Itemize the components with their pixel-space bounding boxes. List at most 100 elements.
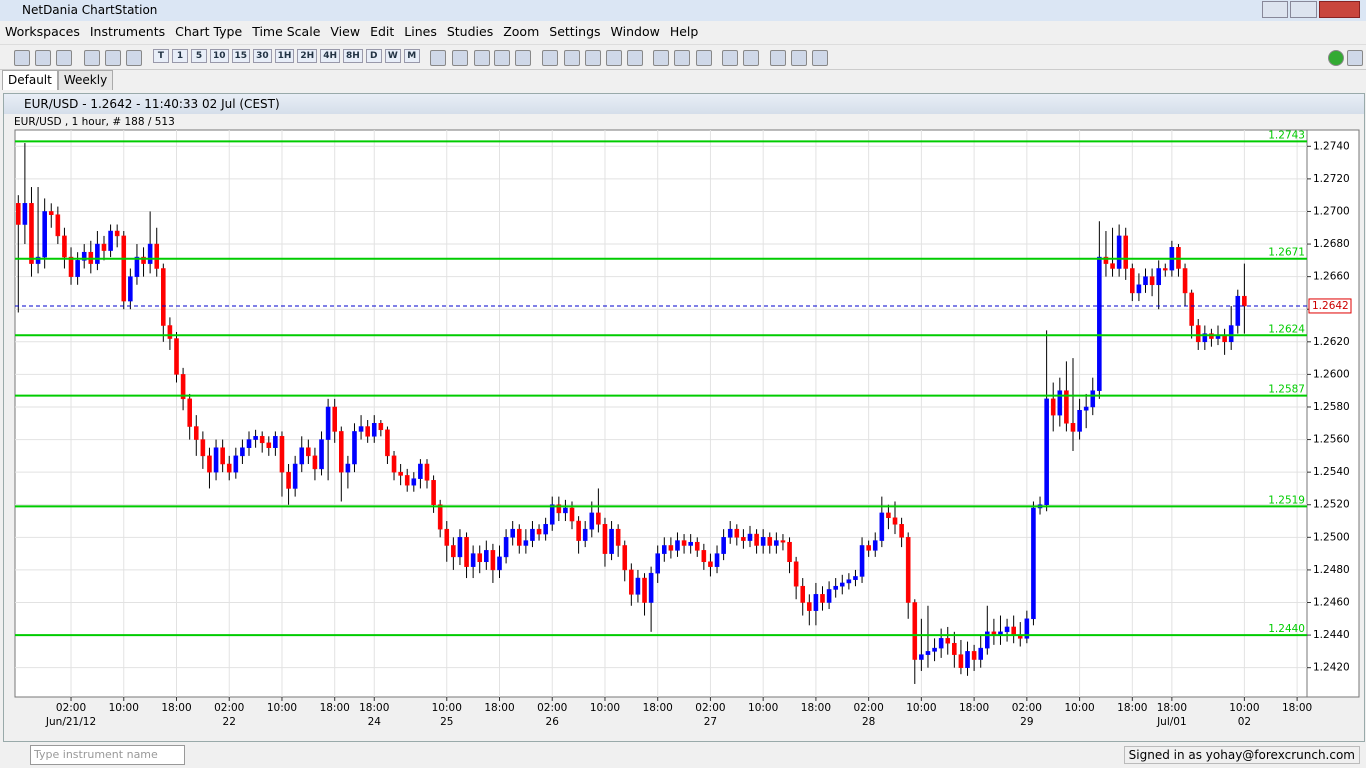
period-button[interactable]: 4H	[320, 49, 340, 63]
candle-body	[807, 602, 812, 611]
menu-item[interactable]: Settings	[549, 24, 601, 39]
title-bar: NetDania ChartStation	[0, 0, 1366, 21]
tool-icon[interactable]	[515, 50, 531, 66]
x-tick-label: 10:00	[1229, 702, 1259, 714]
candle-body	[266, 442, 272, 448]
candle-body	[385, 429, 390, 457]
period-button[interactable]: D	[365, 49, 382, 63]
menu-item[interactable]: Window	[610, 24, 660, 39]
period-button[interactable]: W	[384, 49, 401, 63]
level-label: 1.2587	[1268, 384, 1305, 396]
x-tick-label: 10:00	[109, 702, 139, 714]
menu-item[interactable]: Lines	[404, 24, 437, 39]
candle-body	[451, 545, 456, 558]
candle-body	[464, 537, 469, 567]
tool-icon[interactable]	[564, 50, 580, 66]
candle-body	[477, 553, 483, 563]
tool-icon[interactable]	[474, 50, 490, 66]
candle-body	[971, 651, 977, 660]
period-button[interactable]: 5	[191, 49, 207, 63]
period-button[interactable]: 10	[210, 49, 229, 63]
tool-icon[interactable]	[1347, 50, 1363, 66]
candle-body	[339, 431, 344, 473]
tab[interactable]: Default	[2, 70, 58, 90]
tool-icon[interactable]	[35, 50, 51, 66]
menu-item[interactable]: Instruments	[89, 24, 166, 39]
tool-icon[interactable]	[14, 50, 30, 66]
candle-body	[1228, 325, 1234, 343]
candle-body	[846, 579, 852, 584]
tool-icon[interactable]	[56, 50, 72, 66]
period-button[interactable]: 15	[231, 49, 251, 63]
x-date-label: 28	[862, 716, 875, 728]
candle-body	[721, 537, 726, 554]
chart-window-title: EUR/USD - 1.2642 - 11:40:33 02 Jul (CEST…	[24, 97, 280, 111]
x-date-label: 25	[440, 716, 453, 728]
x-tick-label: 18:00	[320, 702, 350, 714]
y-tick-label: 1.2500	[1313, 531, 1350, 543]
minimize[interactable]	[1262, 1, 1289, 18]
candle-body	[1202, 333, 1208, 343]
tool-icon[interactable]	[542, 50, 558, 66]
menu-item[interactable]: Chart Type	[175, 24, 243, 39]
candle-body	[793, 561, 799, 587]
candle-body	[128, 276, 133, 302]
candle-body	[708, 561, 713, 567]
candle-body	[55, 214, 61, 237]
tool-icon[interactable]	[674, 50, 690, 66]
candle-body	[68, 256, 74, 277]
candle-body	[1011, 626, 1016, 636]
period-button[interactable]: M	[403, 49, 420, 63]
period-button[interactable]: 1	[172, 49, 188, 63]
tool-icon[interactable]	[126, 50, 142, 66]
menu-item[interactable]: Zoom	[503, 24, 540, 39]
candle-body	[655, 553, 660, 574]
candle-body	[741, 537, 746, 541]
x-tick-label: 02:00	[695, 702, 725, 714]
menu-item[interactable]: Studies	[446, 24, 494, 39]
tool-icon[interactable]	[696, 50, 712, 66]
tool-icon[interactable]	[722, 50, 738, 66]
tool-icon[interactable]	[105, 50, 121, 66]
candle-body	[905, 537, 911, 603]
menu-item[interactable]: Time Scale	[252, 24, 321, 39]
tool-icon[interactable]	[653, 50, 669, 66]
period-button[interactable]: T	[153, 49, 169, 63]
tool-icon[interactable]	[606, 50, 622, 66]
maximize[interactable]	[1290, 1, 1317, 18]
x-tick-label: 02:00	[56, 702, 86, 714]
close[interactable]	[1318, 1, 1360, 18]
candle-body	[1031, 507, 1036, 620]
candle-body	[398, 471, 403, 476]
menu-item[interactable]: Help	[669, 24, 699, 39]
candle-body	[259, 436, 265, 444]
x-tick-label: 18:00	[484, 702, 514, 714]
tool-icon[interactable]	[812, 50, 828, 66]
tool-icon[interactable]	[770, 50, 786, 66]
tool-icon[interactable]	[627, 50, 643, 66]
period-button[interactable]: 8H	[342, 49, 363, 63]
instrument-search[interactable]: Type instrument name	[30, 745, 185, 765]
menu-item[interactable]: Edit	[370, 24, 395, 39]
candle-body	[1097, 256, 1102, 391]
chart: EUR/USD , 1 hour, # 188 / 513 1.2420 1.244…	[14, 116, 1360, 728]
tool-icon[interactable]	[743, 50, 759, 66]
period-button[interactable]: 30	[253, 49, 272, 63]
tool-icon[interactable]	[452, 50, 468, 66]
candle-body	[543, 524, 548, 535]
menu-item[interactable]: View	[330, 24, 361, 39]
x-date-label: Jul/01	[1156, 716, 1187, 728]
candle-body	[609, 528, 614, 554]
tab[interactable]: Weekly	[57, 70, 114, 90]
candle-body	[286, 471, 291, 489]
tool-icon[interactable]	[494, 50, 510, 66]
candle-body	[35, 256, 41, 264]
tool-icon[interactable]	[791, 50, 807, 66]
candle-body	[319, 439, 324, 470]
period-button[interactable]: 1H	[274, 49, 295, 63]
period-button[interactable]: 2H	[297, 49, 318, 63]
menu-item[interactable]: Workspaces	[5, 24, 80, 39]
tool-icon[interactable]	[585, 50, 601, 66]
tool-icon[interactable]	[84, 50, 100, 66]
tool-icon[interactable]	[430, 50, 446, 66]
